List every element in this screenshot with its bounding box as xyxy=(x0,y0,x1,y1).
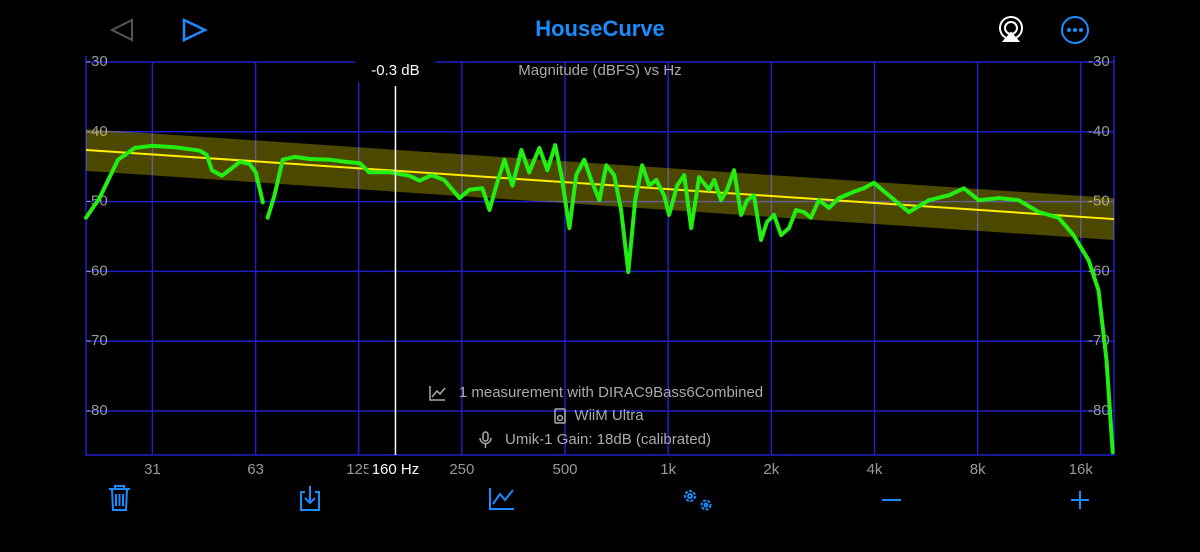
y-tick-label: -30 xyxy=(86,53,108,70)
x-tick-label: 4k xyxy=(867,461,883,478)
speaker-icon xyxy=(554,408,566,424)
cursor-label-bg xyxy=(355,58,436,82)
settings-button[interactable] xyxy=(684,490,712,511)
x-tick-label: 125 xyxy=(346,461,371,478)
back-button[interactable] xyxy=(109,18,133,42)
y-tick-label: -40 xyxy=(86,123,108,140)
info-mic: Umik-1 Gain: 18dB (calibrated) xyxy=(505,431,711,448)
y-tick-label: -80 xyxy=(86,402,108,419)
chart-subtitle: Magnitude (dBFS) vs Hz xyxy=(518,62,681,79)
y2-tick-label: -30 xyxy=(1088,53,1110,70)
chart-icon xyxy=(429,386,446,401)
forward-button[interactable] xyxy=(182,18,208,42)
y2-tick-label: -80 xyxy=(1088,402,1110,419)
x-tick-label: 1k xyxy=(660,461,676,478)
app-title: HouseCurve xyxy=(535,16,665,41)
target-line xyxy=(85,148,1115,221)
x-tick-label: 63 xyxy=(247,461,264,478)
x-tick-label: 31 xyxy=(144,461,161,478)
airplay-button[interactable] xyxy=(999,16,1023,42)
info-measurement: 1 measurement with DIRAC9Bass6Combined xyxy=(459,384,763,401)
x-tick-label: 500 xyxy=(553,461,578,478)
x-tick-label: 2k xyxy=(763,461,779,478)
measurement-line xyxy=(84,143,1115,455)
info-device: WiiM Ultra xyxy=(574,407,644,424)
y2-tick-label: -40 xyxy=(1088,123,1110,140)
x-tick-label: 8k xyxy=(970,461,986,478)
x-tick-label: 16k xyxy=(1069,461,1094,478)
zoom-in-button[interactable] xyxy=(1071,491,1089,509)
cursor-level: -0.3 dB xyxy=(371,62,419,79)
graph-button[interactable] xyxy=(489,488,514,510)
delete-button[interactable] xyxy=(109,485,130,511)
export-button[interactable] xyxy=(300,486,320,511)
y-tick-label: -70 xyxy=(86,332,108,349)
more-button[interactable] xyxy=(1061,16,1089,44)
y2-tick-label: -50 xyxy=(1088,193,1110,210)
y-tick-label: -60 xyxy=(86,262,108,279)
x-tick-label: 250 xyxy=(449,461,474,478)
cursor-freq-bg xyxy=(368,459,423,481)
cursor-frequency: 160 Hz xyxy=(372,461,420,478)
mic-icon xyxy=(479,431,492,448)
